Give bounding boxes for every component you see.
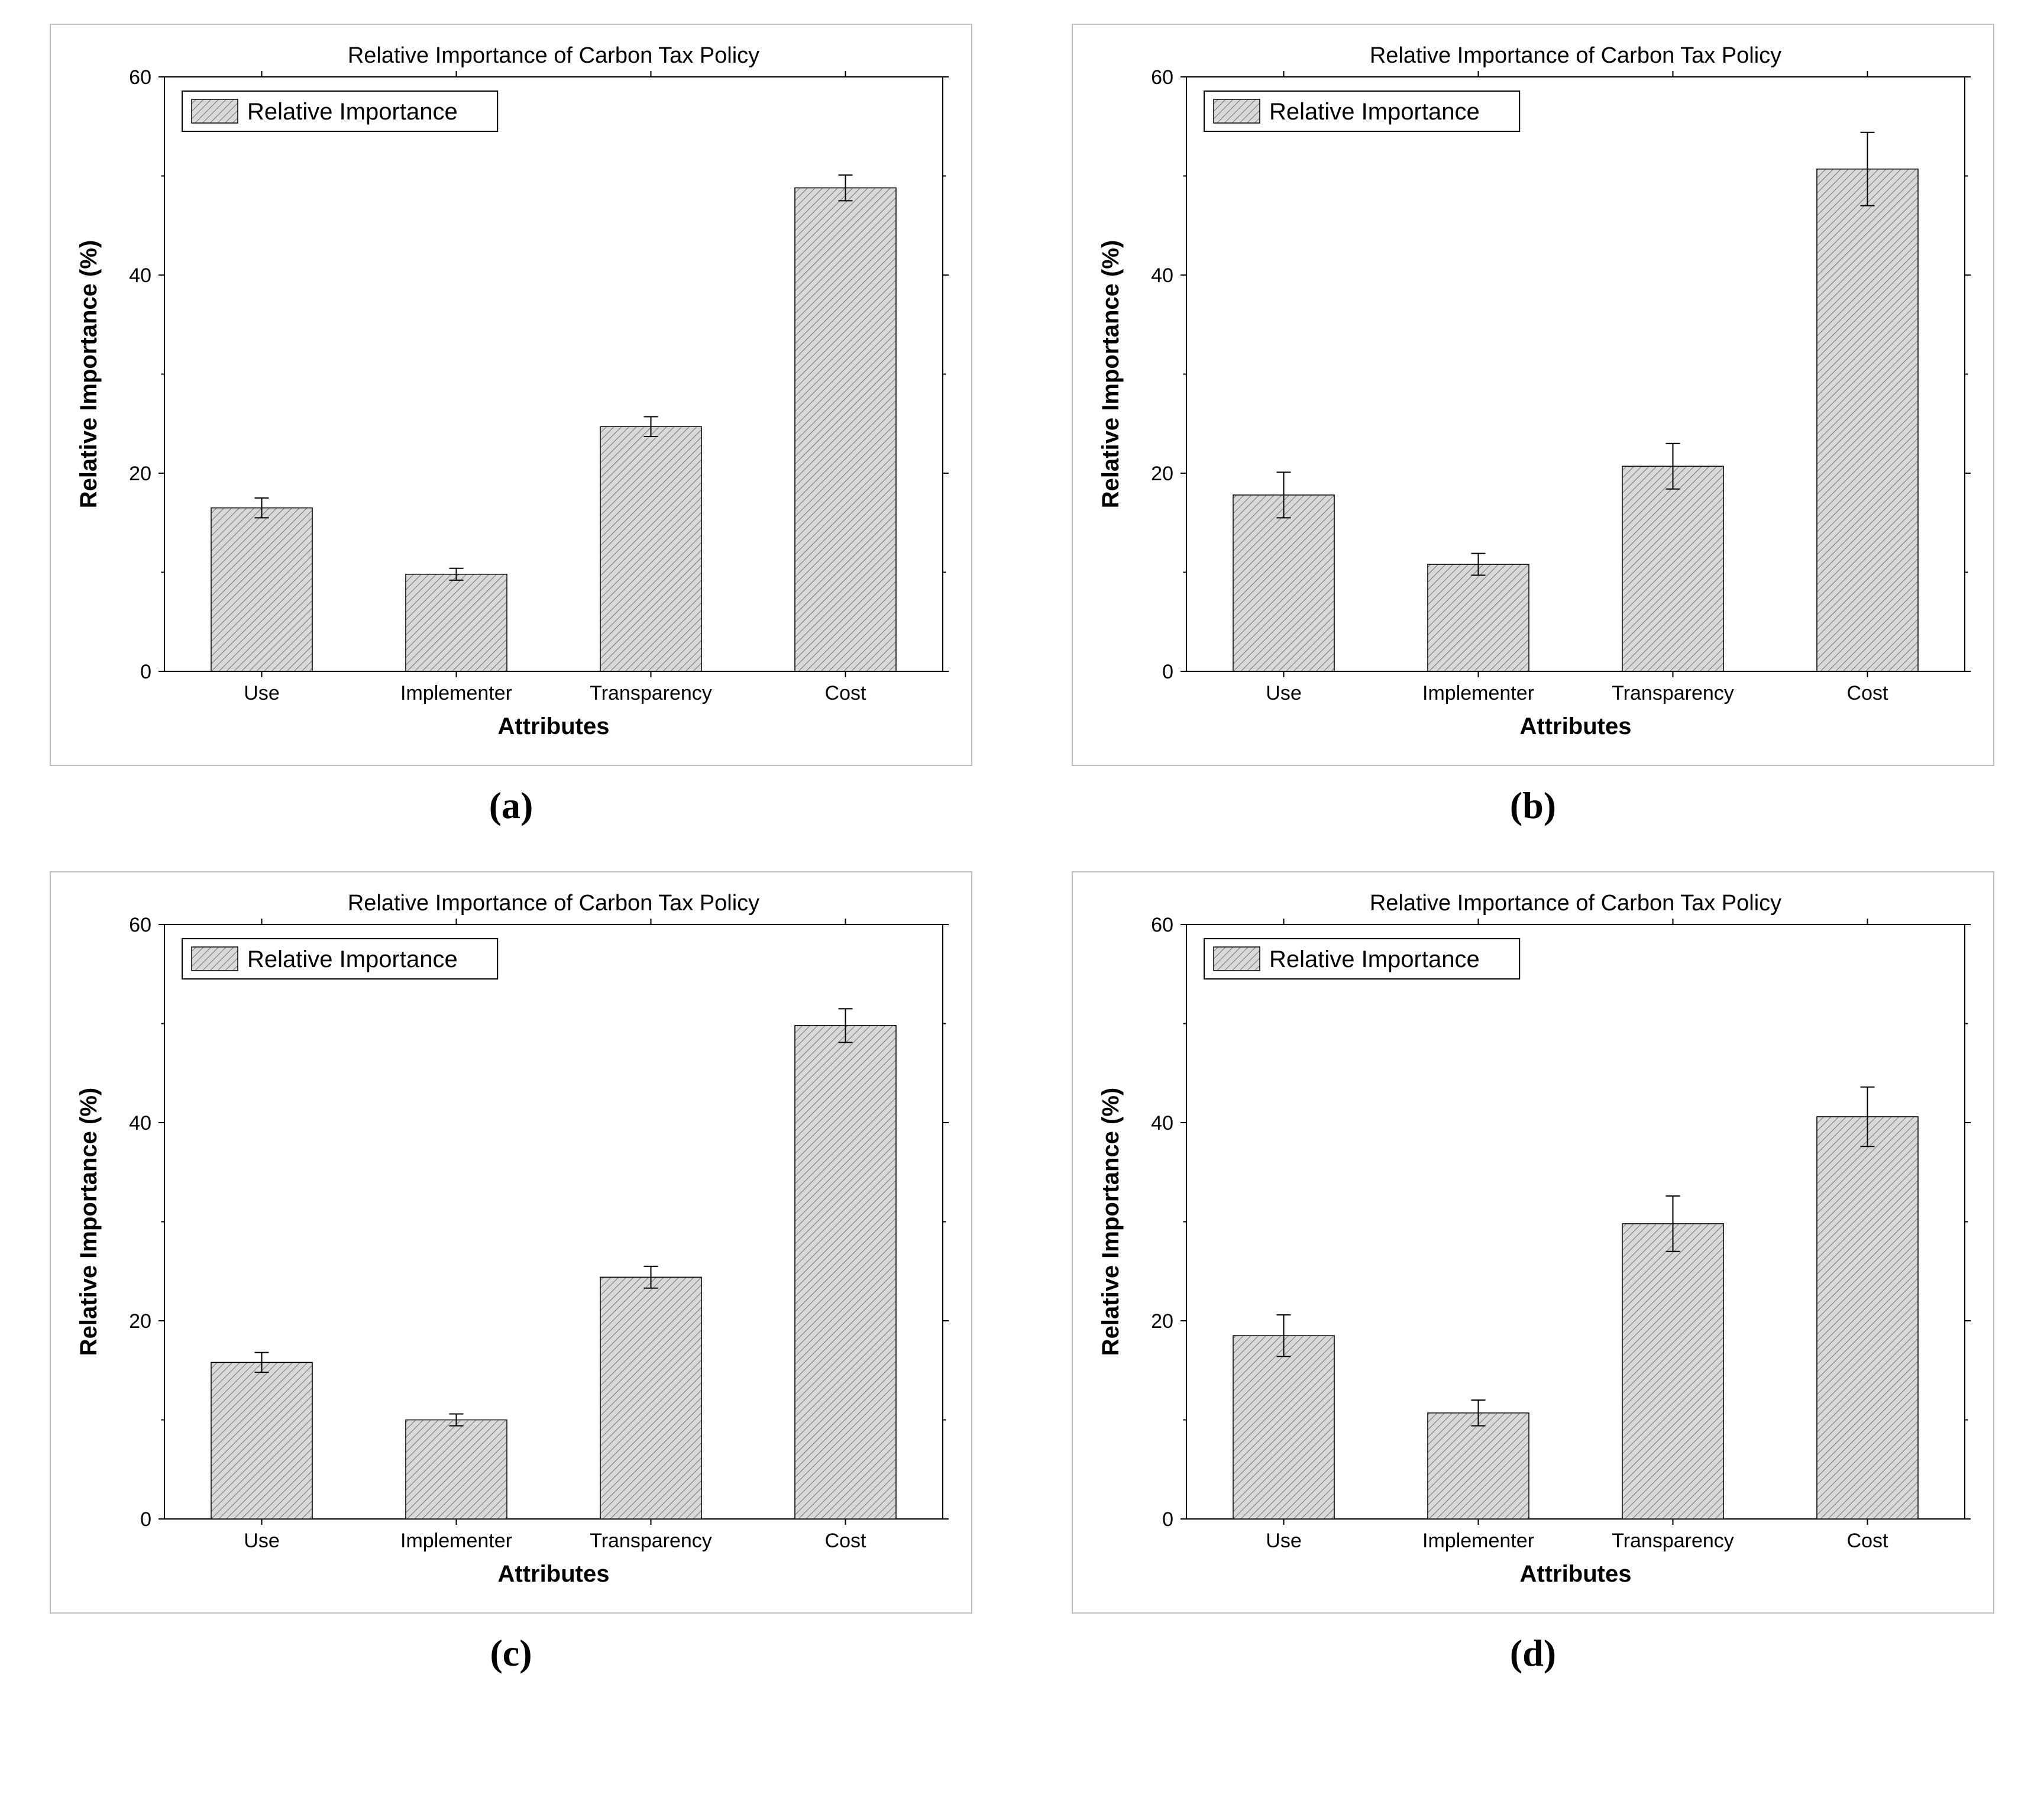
bar-cost <box>795 1026 896 1519</box>
legend-label: Relative Importance <box>1269 946 1480 972</box>
legend: Relative Importance <box>182 939 497 979</box>
legend: Relative Importance <box>1204 91 1519 131</box>
panel-frame-b: Relative Importance of Carbon Tax Policy… <box>1072 24 1994 766</box>
xtick-label: Implementer <box>1422 1530 1534 1552</box>
chart-b: Relative Importance of Carbon Tax Policy… <box>1086 35 1982 754</box>
bar-implementer <box>406 1420 507 1520</box>
xtick-label: Transparency <box>1612 682 1734 704</box>
panel-b: Relative Importance of Carbon Tax Policy… <box>1057 24 2009 859</box>
legend-swatch-icon <box>192 947 238 971</box>
y-axis-label: Relative Importance (%) <box>1098 240 1124 508</box>
subplot-label-c: (c) <box>490 1631 532 1675</box>
panel-frame-d: Relative Importance of Carbon Tax Policy… <box>1072 871 1994 1614</box>
xtick-label: Use <box>1266 682 1301 704</box>
ytick-label: 40 <box>1151 1112 1173 1134</box>
ytick-label: 20 <box>1151 463 1173 485</box>
bar-transparency <box>600 1278 701 1520</box>
xtick-label: Cost <box>1847 1530 1888 1552</box>
panel-frame-c: Relative Importance of Carbon Tax Policy… <box>50 871 972 1614</box>
ytick-label: 20 <box>129 463 151 485</box>
xtick-label: Use <box>244 1530 279 1552</box>
bar-transparency <box>1622 466 1723 671</box>
legend-label: Relative Importance <box>247 946 458 972</box>
subplot-label-a: (a) <box>489 784 533 827</box>
x-axis-label: Attributes <box>1520 713 1632 739</box>
bar-cost <box>1817 169 1918 671</box>
x-axis-label: Attributes <box>498 1561 610 1587</box>
ytick-label: 40 <box>129 1112 151 1134</box>
x-axis-label: Attributes <box>498 713 610 739</box>
ytick-label: 20 <box>1151 1310 1173 1333</box>
bar-implementer <box>1428 1413 1529 1519</box>
ytick-label: 60 <box>1151 914 1173 936</box>
y-axis-label: Relative Importance (%) <box>76 240 102 508</box>
panel-c: Relative Importance of Carbon Tax Policy… <box>35 871 987 1707</box>
bar-use <box>1233 495 1334 671</box>
subplot-label-b: (b) <box>1510 784 1556 827</box>
legend-label: Relative Importance <box>1269 99 1480 125</box>
ytick-label: 60 <box>129 914 151 936</box>
xtick-label: Implementer <box>1422 682 1534 704</box>
bar-transparency <box>600 426 701 671</box>
figure-grid: Relative Importance of Carbon Tax Policy… <box>0 0 2044 1807</box>
x-axis-label: Attributes <box>1520 1561 1632 1587</box>
bar-use <box>1233 1336 1334 1519</box>
bar-use <box>211 508 312 671</box>
xtick-label: Cost <box>825 682 866 704</box>
panel-d: Relative Importance of Carbon Tax Policy… <box>1057 871 2009 1707</box>
chart-title: Relative Importance of Carbon Tax Policy <box>1370 891 1781 916</box>
ytick-label: 0 <box>140 661 151 683</box>
xtick-label: Cost <box>1847 682 1888 704</box>
subplot-label-d: (d) <box>1510 1631 1556 1675</box>
chart-title: Relative Importance of Carbon Tax Policy <box>1370 43 1781 68</box>
panel-a: Relative Importance of Carbon Tax Policy… <box>35 24 987 859</box>
legend-label: Relative Importance <box>247 99 458 125</box>
chart-d: Relative Importance of Carbon Tax Policy… <box>1086 883 1982 1602</box>
chart-c: Relative Importance of Carbon Tax Policy… <box>64 883 960 1602</box>
ytick-label: 0 <box>1162 1508 1173 1531</box>
xtick-label: Transparency <box>590 1530 712 1552</box>
chart-a: Relative Importance of Carbon Tax Policy… <box>64 35 960 754</box>
ytick-label: 40 <box>129 264 151 287</box>
ytick-label: 60 <box>1151 66 1173 89</box>
y-axis-label: Relative Importance (%) <box>76 1088 102 1356</box>
xtick-label: Cost <box>825 1530 866 1552</box>
bar-cost <box>1817 1117 1918 1519</box>
y-axis-label: Relative Importance (%) <box>1098 1088 1124 1356</box>
ytick-label: 0 <box>140 1508 151 1531</box>
legend-swatch-icon <box>1214 947 1260 971</box>
legend-swatch-icon <box>192 99 238 123</box>
xtick-label: Implementer <box>400 1530 512 1552</box>
chart-title: Relative Importance of Carbon Tax Policy <box>348 891 759 916</box>
panel-frame-a: Relative Importance of Carbon Tax Policy… <box>50 24 972 766</box>
ytick-label: 20 <box>129 1310 151 1333</box>
xtick-label: Implementer <box>400 682 512 704</box>
xtick-label: Transparency <box>590 682 712 704</box>
legend-swatch-icon <box>1214 99 1260 123</box>
ytick-label: 0 <box>1162 661 1173 683</box>
xtick-label: Transparency <box>1612 1530 1734 1552</box>
bar-implementer <box>1428 564 1529 671</box>
ytick-label: 60 <box>129 66 151 89</box>
bar-cost <box>795 188 896 671</box>
ytick-label: 40 <box>1151 264 1173 287</box>
bar-use <box>211 1363 312 1520</box>
bar-implementer <box>406 574 507 671</box>
legend: Relative Importance <box>182 91 497 131</box>
legend: Relative Importance <box>1204 939 1519 979</box>
bar-transparency <box>1622 1224 1723 1519</box>
chart-title: Relative Importance of Carbon Tax Policy <box>348 43 759 68</box>
xtick-label: Use <box>1266 1530 1301 1552</box>
xtick-label: Use <box>244 682 279 704</box>
